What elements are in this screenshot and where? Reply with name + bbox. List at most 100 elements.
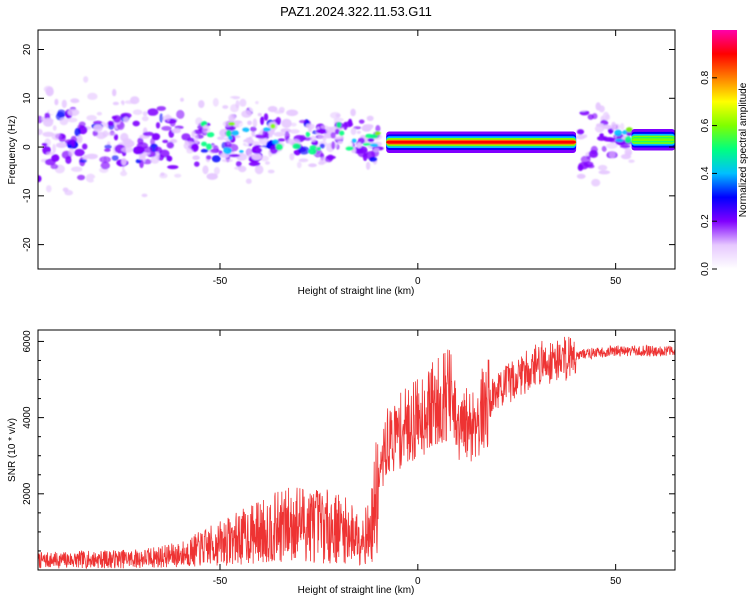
figure-title: PAZ1.2024.322.11.53.G11 — [280, 4, 432, 19]
spectrogram-blob — [580, 155, 591, 164]
spectrogram-blob — [121, 157, 127, 166]
spectrogram-blob — [611, 121, 617, 131]
spectrogram-blob — [42, 117, 54, 127]
spectrogram-blob — [252, 141, 260, 147]
spectrogram-blob — [217, 136, 225, 140]
spectrogram-blob — [226, 171, 239, 176]
spectrogram-blob — [608, 158, 617, 163]
spectrogram-bright-spot — [351, 138, 357, 143]
spectrogram-blob — [82, 143, 88, 150]
spectrogram-blob — [155, 122, 161, 129]
spectrogram-bright-spot — [369, 134, 379, 139]
spectrogram-blob — [55, 142, 68, 148]
spectrogram-bright-spot — [336, 121, 342, 129]
spectrogram-blob — [38, 91, 43, 99]
spectrogram-blob — [241, 110, 252, 118]
spectrogram-blob — [195, 117, 203, 126]
spectrogram-y-tick-label: -20 — [22, 237, 33, 252]
spectrogram-blob — [373, 147, 380, 152]
snr-marks — [38, 336, 675, 570]
spectrogram-blob — [583, 134, 588, 138]
spectrogram-blob — [578, 162, 589, 170]
spectrogram-blob — [206, 155, 212, 160]
spectrogram-blob — [299, 119, 307, 124]
spectrogram-blob — [50, 163, 59, 170]
spectrogram-blob — [85, 153, 98, 160]
spectrogram-blob — [104, 148, 111, 152]
spectrogram-bright-spot — [239, 150, 244, 154]
spectrogram-x-tick-label: 0 — [415, 276, 421, 287]
spectrogram-blob — [132, 109, 143, 115]
spectrogram-blob — [247, 120, 252, 126]
spectrogram-blob — [578, 107, 588, 112]
spectrogram-blob — [180, 83, 189, 93]
spectrogram-blob — [38, 128, 43, 136]
spectrogram-blob — [249, 103, 258, 112]
snr-x-axis-label: Height of straight line (km) — [298, 585, 415, 596]
spectrogram-y-tick-label: 10 — [22, 92, 33, 104]
spectrogram-blob — [150, 156, 160, 164]
spectrogram-x-tick-label: 50 — [610, 276, 622, 287]
spectrogram-bright-spot — [374, 131, 381, 136]
spectrogram-blob — [132, 146, 145, 155]
spectrogram-blob — [113, 134, 119, 141]
spectrogram-blob — [591, 178, 601, 187]
spectrogram-blob — [67, 117, 78, 123]
spectrogram-blob — [202, 165, 209, 175]
spectrogram-blob — [296, 161, 302, 169]
spectrogram-blob — [358, 119, 365, 124]
spectrogram-blob — [166, 141, 174, 149]
spectrogram-blob — [149, 169, 161, 177]
spectrogram-blob — [350, 108, 356, 117]
spectrogram-blob — [38, 115, 44, 124]
spectrogram-blob — [92, 130, 99, 137]
spectrogram-blob — [331, 141, 336, 150]
spectrogram-bright-spot — [206, 143, 212, 151]
spectrogram-blob — [86, 115, 97, 121]
spectrogram-blob — [275, 117, 282, 126]
spectrogram-blob — [590, 145, 598, 155]
spectrogram-axes: -50 0 50 -20 -10 0 10 20 — [22, 30, 675, 287]
spectrogram-blob — [228, 113, 236, 123]
snr-y-axis-label: SNR (10 * v/v) — [7, 418, 18, 482]
snr-x-tick-label: 50 — [610, 576, 622, 587]
spectrogram-bright-spot — [225, 130, 232, 137]
spectrogram-blob — [123, 116, 129, 123]
spectrogram-blob — [191, 130, 196, 138]
spectrogram-blob — [290, 122, 297, 127]
spectrogram-blob — [602, 111, 610, 121]
spectrogram-blob — [366, 115, 374, 122]
spectrogram-bright-spot — [345, 146, 354, 151]
spectrogram-blob — [159, 113, 163, 123]
spectrogram-blob — [180, 97, 184, 102]
spectrogram-blob — [599, 133, 604, 138]
spectrogram-blob — [192, 155, 200, 160]
spectrogram-tone-layer — [386, 140, 577, 144]
spectrogram-blob — [375, 125, 381, 133]
spectrogram-tone-strong-tone — [386, 131, 577, 153]
spectrogram-blob — [255, 101, 259, 105]
spectrogram-y-tick-label: 20 — [22, 44, 33, 56]
spectrogram-bright-spot — [270, 123, 276, 129]
spectrogram-blob — [124, 166, 133, 171]
spectrogram-blob — [257, 112, 262, 117]
spectrogram-blob — [211, 155, 221, 163]
spectrogram-blob — [315, 129, 327, 133]
snr-y-tick-label: 6000 — [22, 330, 33, 353]
spectrogram-blob — [54, 98, 59, 106]
spectrogram-bright-spot — [308, 148, 317, 155]
spectrogram-blob — [174, 173, 182, 178]
spectrogram-blob — [308, 156, 315, 162]
spectrogram-blob — [57, 190, 66, 197]
spectrogram-tone-layer — [631, 138, 675, 142]
spectrogram-blob — [85, 173, 96, 183]
spectrogram-blob — [212, 97, 219, 107]
spectrogram-blob — [142, 111, 148, 117]
spectrogram-blob — [318, 161, 325, 166]
spectrogram-blob — [102, 130, 109, 138]
spectrogram-blob — [52, 125, 57, 131]
snr-axes: -50 0 50 2000 4000 6000 — [22, 330, 675, 587]
spectrogram-blob — [623, 118, 627, 124]
spectrogram-blob — [333, 117, 344, 122]
spectrogram-frame — [37, 29, 676, 270]
